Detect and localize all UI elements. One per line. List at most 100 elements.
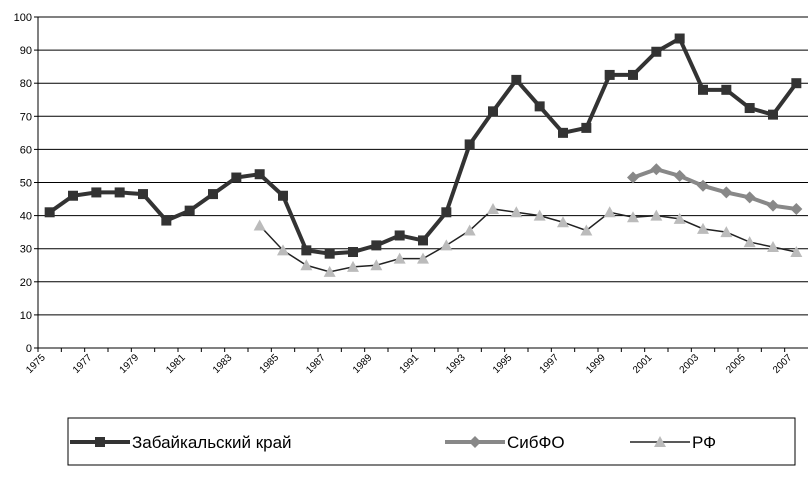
point-marker <box>393 252 406 264</box>
point-marker <box>720 226 733 238</box>
point-marker <box>370 259 383 271</box>
point-marker <box>323 265 336 277</box>
point-marker <box>767 199 779 212</box>
y-tick-label: 10 <box>20 310 32 322</box>
point-marker <box>510 206 523 218</box>
legend-marker <box>469 436 481 448</box>
point-marker <box>790 246 803 258</box>
point-marker <box>650 209 663 221</box>
x-tick-label: 1979 <box>118 352 142 376</box>
point-marker <box>184 205 195 216</box>
legend-label: Забайкальский край <box>132 433 292 452</box>
point-marker <box>464 139 475 150</box>
point-marker <box>768 109 778 120</box>
point-marker <box>68 190 78 201</box>
point-marker <box>627 211 639 223</box>
point-marker <box>161 215 172 226</box>
point-marker <box>253 219 266 231</box>
x-tick-label: 2007 <box>771 352 795 376</box>
x-tick-label: 1983 <box>211 352 235 376</box>
point-marker <box>277 244 289 256</box>
point-marker <box>324 248 335 259</box>
y-tick-label: 70 <box>20 111 32 123</box>
point-marker <box>487 202 499 214</box>
legend-label: СибФО <box>507 433 565 452</box>
x-tick-label: 1987 <box>304 352 328 376</box>
series-line <box>259 208 797 273</box>
point-marker <box>488 106 498 117</box>
legend-marker <box>654 436 666 447</box>
point-marker <box>231 172 242 183</box>
point-marker <box>558 127 568 138</box>
point-marker <box>744 103 755 114</box>
point-marker <box>697 179 709 192</box>
y-tick-label: 20 <box>20 277 32 289</box>
point-marker <box>743 236 756 248</box>
point-marker <box>440 239 453 251</box>
point-marker <box>300 259 313 271</box>
point-marker <box>511 74 522 85</box>
point-marker <box>278 190 288 201</box>
point-marker <box>674 33 685 44</box>
point-marker <box>673 169 686 182</box>
y-tick-label: 0 <box>26 343 32 355</box>
point-marker <box>371 240 382 251</box>
y-tick-label: 30 <box>20 244 32 256</box>
point-marker <box>463 224 476 236</box>
point-marker <box>44 207 55 218</box>
y-tick-label: 50 <box>20 178 32 190</box>
point-marker <box>301 245 312 256</box>
x-tick-label: 2001 <box>631 352 655 376</box>
point-marker <box>417 252 429 264</box>
point-marker <box>254 169 265 180</box>
point-marker <box>791 78 802 89</box>
x-tick-label: 1993 <box>444 352 468 376</box>
x-tick-label: 1981 <box>164 352 188 376</box>
x-tick-label: 1977 <box>71 352 95 376</box>
point-marker <box>743 191 756 204</box>
point-marker <box>394 230 405 241</box>
x-tick-label: 1985 <box>258 352 282 376</box>
x-tick-label: 2005 <box>724 352 748 376</box>
y-tick-label: 60 <box>20 144 32 156</box>
point-marker <box>650 163 663 176</box>
point-marker <box>534 101 545 112</box>
point-marker <box>208 189 218 200</box>
point-marker <box>673 212 686 224</box>
point-marker <box>114 187 125 198</box>
x-tick-label: 1991 <box>398 352 422 376</box>
point-marker <box>698 84 708 95</box>
legend-label: РФ <box>692 433 716 452</box>
x-tick-label: 2003 <box>678 352 702 376</box>
point-marker <box>628 69 638 80</box>
point-marker <box>604 69 615 80</box>
point-marker <box>441 207 452 218</box>
point-marker <box>790 202 803 215</box>
y-tick-label: 100 <box>14 12 32 24</box>
point-marker <box>581 122 592 133</box>
point-marker <box>347 260 359 272</box>
point-marker <box>348 247 358 258</box>
point-marker <box>767 241 779 253</box>
x-tick-label: 1989 <box>351 352 375 376</box>
x-tick-label: 1975 <box>24 352 48 376</box>
point-marker <box>580 224 593 236</box>
y-tick-label: 80 <box>20 78 32 90</box>
point-marker <box>721 84 732 95</box>
x-tick-label: 1999 <box>584 352 608 376</box>
point-marker <box>557 216 569 228</box>
point-marker <box>720 186 733 199</box>
point-marker <box>418 235 428 246</box>
point-marker <box>651 46 662 57</box>
point-marker <box>533 209 546 221</box>
point-marker <box>603 206 616 218</box>
point-marker <box>627 171 639 184</box>
point-marker <box>697 222 709 234</box>
point-marker <box>138 189 148 200</box>
point-marker <box>91 187 102 198</box>
x-tick-label: 1995 <box>491 352 515 376</box>
x-tick-label: 1997 <box>538 352 562 376</box>
legend-marker <box>95 437 105 447</box>
y-tick-label: 90 <box>20 45 32 57</box>
